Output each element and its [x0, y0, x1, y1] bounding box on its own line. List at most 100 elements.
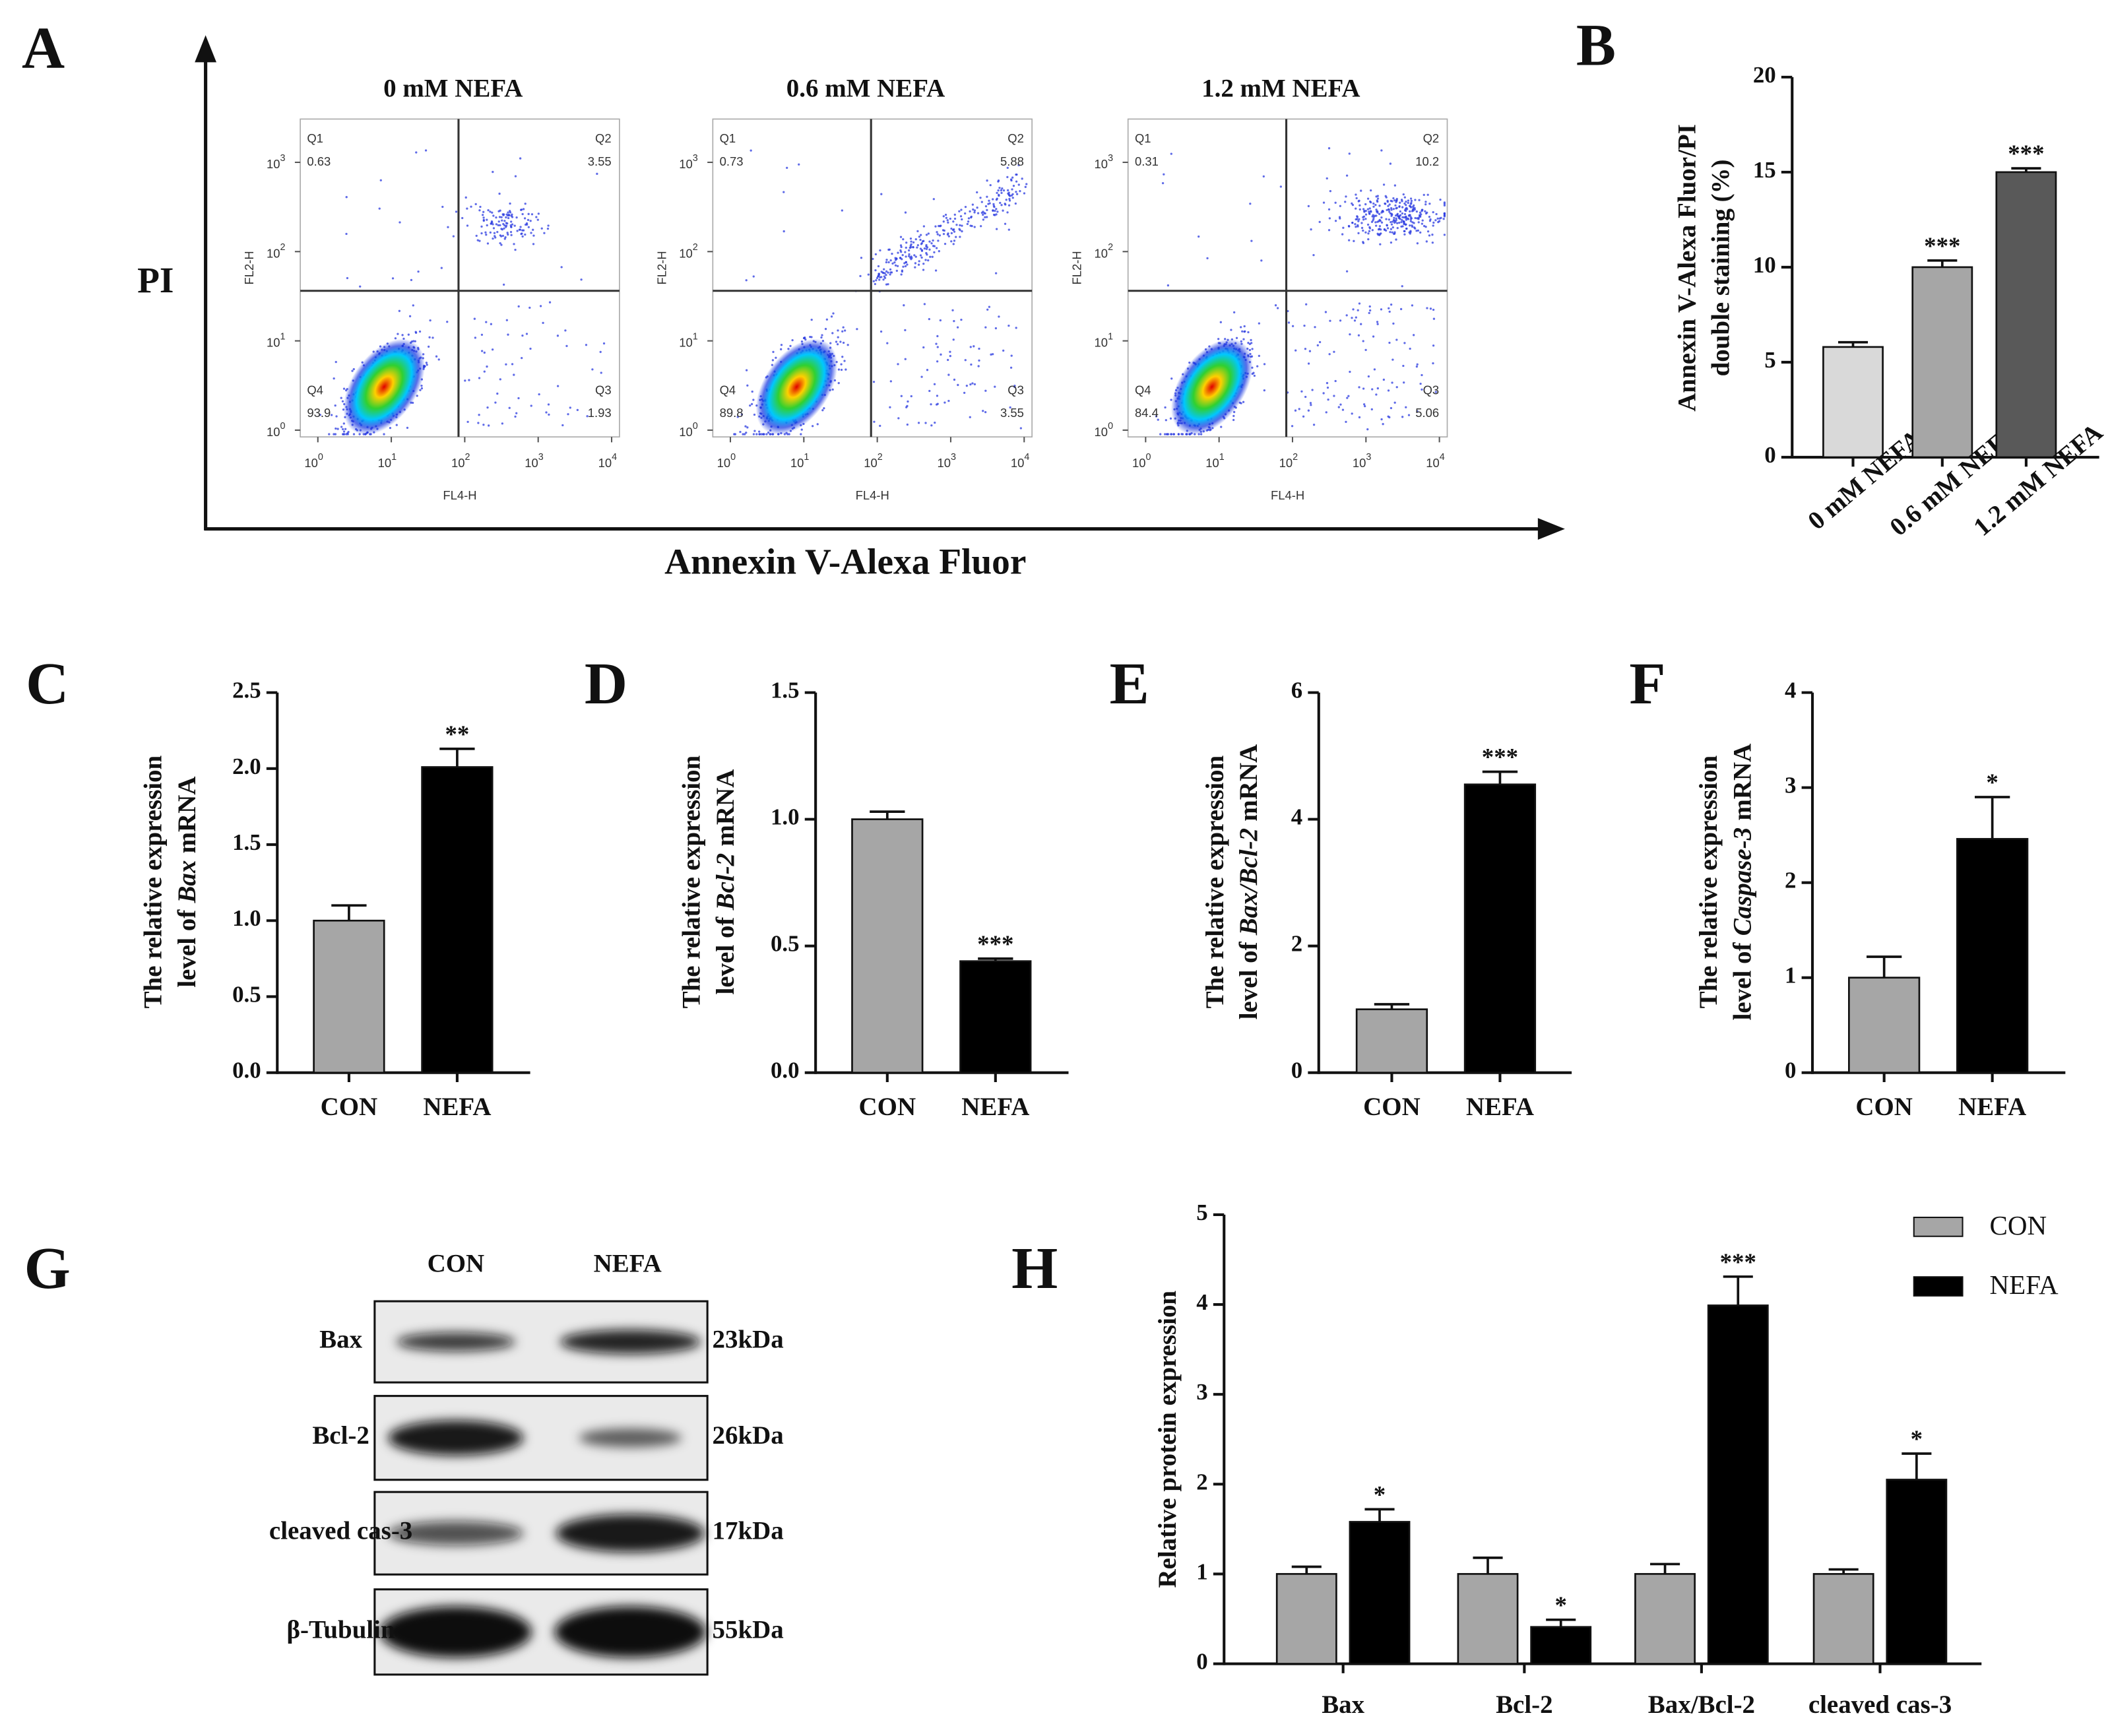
event-dot — [503, 227, 505, 230]
event-dot — [1390, 228, 1393, 230]
event-dot — [501, 219, 503, 222]
event-dot — [1329, 319, 1331, 322]
event-dot — [906, 423, 909, 426]
event-dot — [1328, 217, 1331, 220]
event-dot — [546, 228, 550, 230]
event-dot — [1368, 311, 1370, 315]
y-label-part: Bax — [173, 860, 201, 904]
event-dot — [503, 224, 506, 227]
bar — [1848, 977, 1921, 1074]
event-dot — [859, 274, 862, 278]
event-dot — [530, 213, 534, 216]
event-dot — [1378, 228, 1381, 230]
tick-exponent: 3 — [280, 153, 285, 164]
tick-exponent: 4 — [1440, 452, 1445, 463]
event-dot — [1443, 234, 1446, 236]
event-dot — [953, 320, 955, 323]
quadrant-value: 0.63 — [307, 154, 331, 168]
event-dot — [341, 400, 344, 402]
event-dot — [498, 216, 501, 218]
event-dot — [1356, 216, 1359, 218]
event-dot — [836, 343, 839, 346]
event-dot — [1378, 212, 1381, 215]
panel-letter: A — [22, 15, 65, 81]
event-dot — [351, 370, 354, 372]
event-dot — [498, 192, 501, 195]
event-dot — [335, 415, 338, 418]
event-dot — [1380, 149, 1383, 152]
event-dot — [1370, 220, 1374, 224]
event-dot — [899, 244, 903, 247]
event-dot — [1409, 220, 1412, 222]
event-dot — [548, 413, 550, 416]
event-dot — [1009, 366, 1013, 369]
event-dot — [1242, 401, 1245, 403]
event-dot — [984, 216, 986, 218]
event-dot — [1308, 350, 1312, 352]
event-dot — [970, 363, 973, 366]
event-dot — [1431, 241, 1434, 244]
event-dot — [973, 226, 976, 228]
event-dot — [905, 241, 908, 244]
event-dot — [524, 233, 527, 236]
event-dot — [1000, 189, 1003, 192]
plot-frame — [300, 118, 620, 437]
event-dot — [1393, 221, 1396, 224]
event-dot — [936, 360, 939, 363]
event-dot — [527, 226, 530, 228]
event-dot — [942, 233, 945, 236]
event-dot — [489, 210, 492, 213]
event-dot — [988, 199, 990, 202]
event-dot — [1409, 206, 1413, 209]
event-dot — [969, 383, 972, 386]
event-dot — [414, 340, 416, 342]
event-dot — [1013, 385, 1016, 389]
event-dot — [990, 353, 992, 356]
event-dot — [910, 255, 912, 258]
event-dot — [1263, 389, 1265, 392]
event-dot — [1342, 226, 1345, 229]
event-dot — [1017, 183, 1020, 186]
event-dot — [1177, 433, 1180, 435]
event-dot — [1383, 228, 1386, 231]
event-dot — [879, 330, 883, 333]
event-dot — [902, 265, 905, 268]
event-dot — [909, 244, 912, 247]
y-tick-label: 0 — [1764, 442, 1775, 468]
event-dot — [1393, 232, 1395, 236]
y-axis-label: FL2-H — [1070, 251, 1084, 284]
event-dot — [912, 245, 914, 249]
event-dot — [1357, 220, 1360, 222]
tick-exponent: 0 — [318, 452, 323, 463]
quadrant-name: Q3 — [595, 383, 612, 397]
y-tick-label: 20 — [1753, 62, 1776, 88]
event-dot — [482, 216, 485, 219]
bar — [1707, 1304, 1769, 1665]
event-dot — [1367, 238, 1370, 241]
event-dot — [519, 228, 522, 231]
event-dot — [1163, 173, 1165, 176]
event-dot — [919, 247, 922, 250]
band — [559, 1330, 701, 1355]
y-tick-label: 1.0 — [232, 905, 261, 931]
event-dot — [494, 401, 497, 404]
y-tick-label: 102 — [679, 242, 698, 260]
event-dot — [1405, 204, 1407, 207]
event-dot — [886, 342, 889, 344]
error-bar — [1374, 1003, 1410, 1010]
event-dot — [1355, 316, 1357, 319]
quadrant-name: Q3 — [1423, 383, 1440, 397]
significance: * — [1986, 769, 1998, 796]
event-dot — [398, 309, 401, 312]
event-dot — [824, 327, 827, 331]
event-dot — [1395, 217, 1397, 220]
event-dot — [401, 334, 404, 337]
event-dot — [943, 401, 946, 404]
event-dot — [1388, 218, 1390, 221]
event-dot — [352, 368, 355, 371]
event-dot — [1250, 338, 1252, 342]
event-dot — [880, 271, 883, 273]
y-axis-label: Relative protein expression — [1153, 1291, 1182, 1588]
event-dot — [789, 344, 792, 348]
event-dot — [1400, 225, 1403, 228]
